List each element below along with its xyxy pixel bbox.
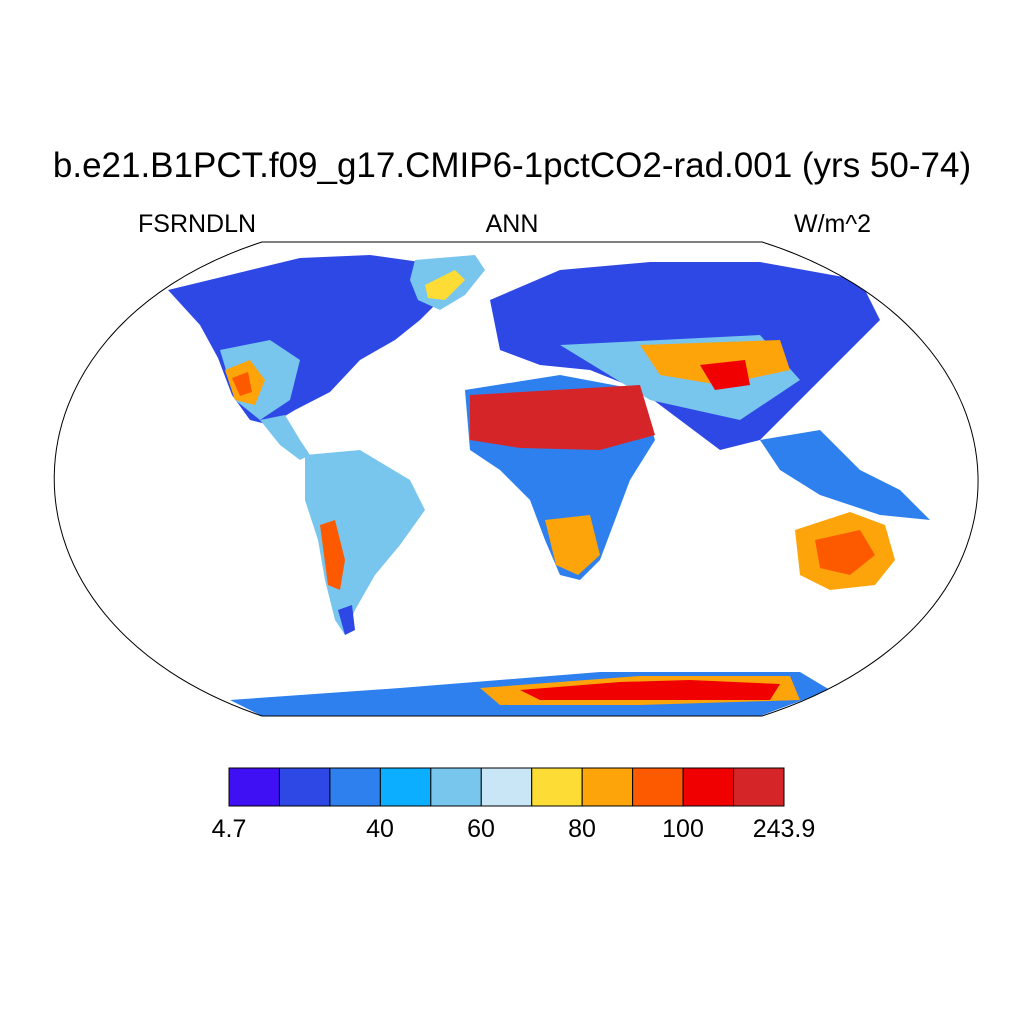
patagonia <box>338 605 355 635</box>
australia-core <box>815 530 875 575</box>
na-southwest-core <box>232 372 252 396</box>
sahara <box>470 385 655 450</box>
south-america <box>305 450 425 635</box>
colorbar-box <box>278 767 331 807</box>
globe-outline <box>53 241 979 717</box>
colorbar-box <box>480 767 533 807</box>
variable-name: FSRNDLN <box>138 210 257 238</box>
season-label: ANN <box>485 210 539 238</box>
tibet-red <box>700 360 750 390</box>
se-asia <box>760 430 930 520</box>
colorbar-tick-label: 243.9 <box>752 815 816 843</box>
colorbar-box <box>430 767 482 807</box>
colorbar-box <box>581 767 634 807</box>
southern-africa-warm <box>545 515 600 575</box>
colorbar-box <box>329 767 381 807</box>
colorbar-box <box>228 767 280 807</box>
units-label: W/m^2 <box>794 210 872 238</box>
colorbar-tick-label: 60 <box>467 815 495 843</box>
plot-title: b.e21.B1PCT.f09_g17.CMIP6-1pctCO2-rad.00… <box>52 146 972 185</box>
colorbar-box <box>531 767 583 807</box>
colorbar-box <box>632 767 684 807</box>
andes-hot <box>320 520 345 590</box>
central-america <box>260 415 310 460</box>
antarctica-core <box>520 680 780 700</box>
colorbar-tick-label: 40 <box>366 815 394 843</box>
colorbar-tick-label: 4.7 <box>211 815 247 843</box>
colorbar-tick-label: 80 <box>568 815 596 843</box>
colorbar-box <box>682 767 735 807</box>
colorbar-box <box>733 767 785 807</box>
central-asia-hot <box>640 340 790 385</box>
greenland-core <box>425 270 465 300</box>
colorbar-box <box>379 767 432 807</box>
colorbar-tick-label: 100 <box>662 815 704 843</box>
